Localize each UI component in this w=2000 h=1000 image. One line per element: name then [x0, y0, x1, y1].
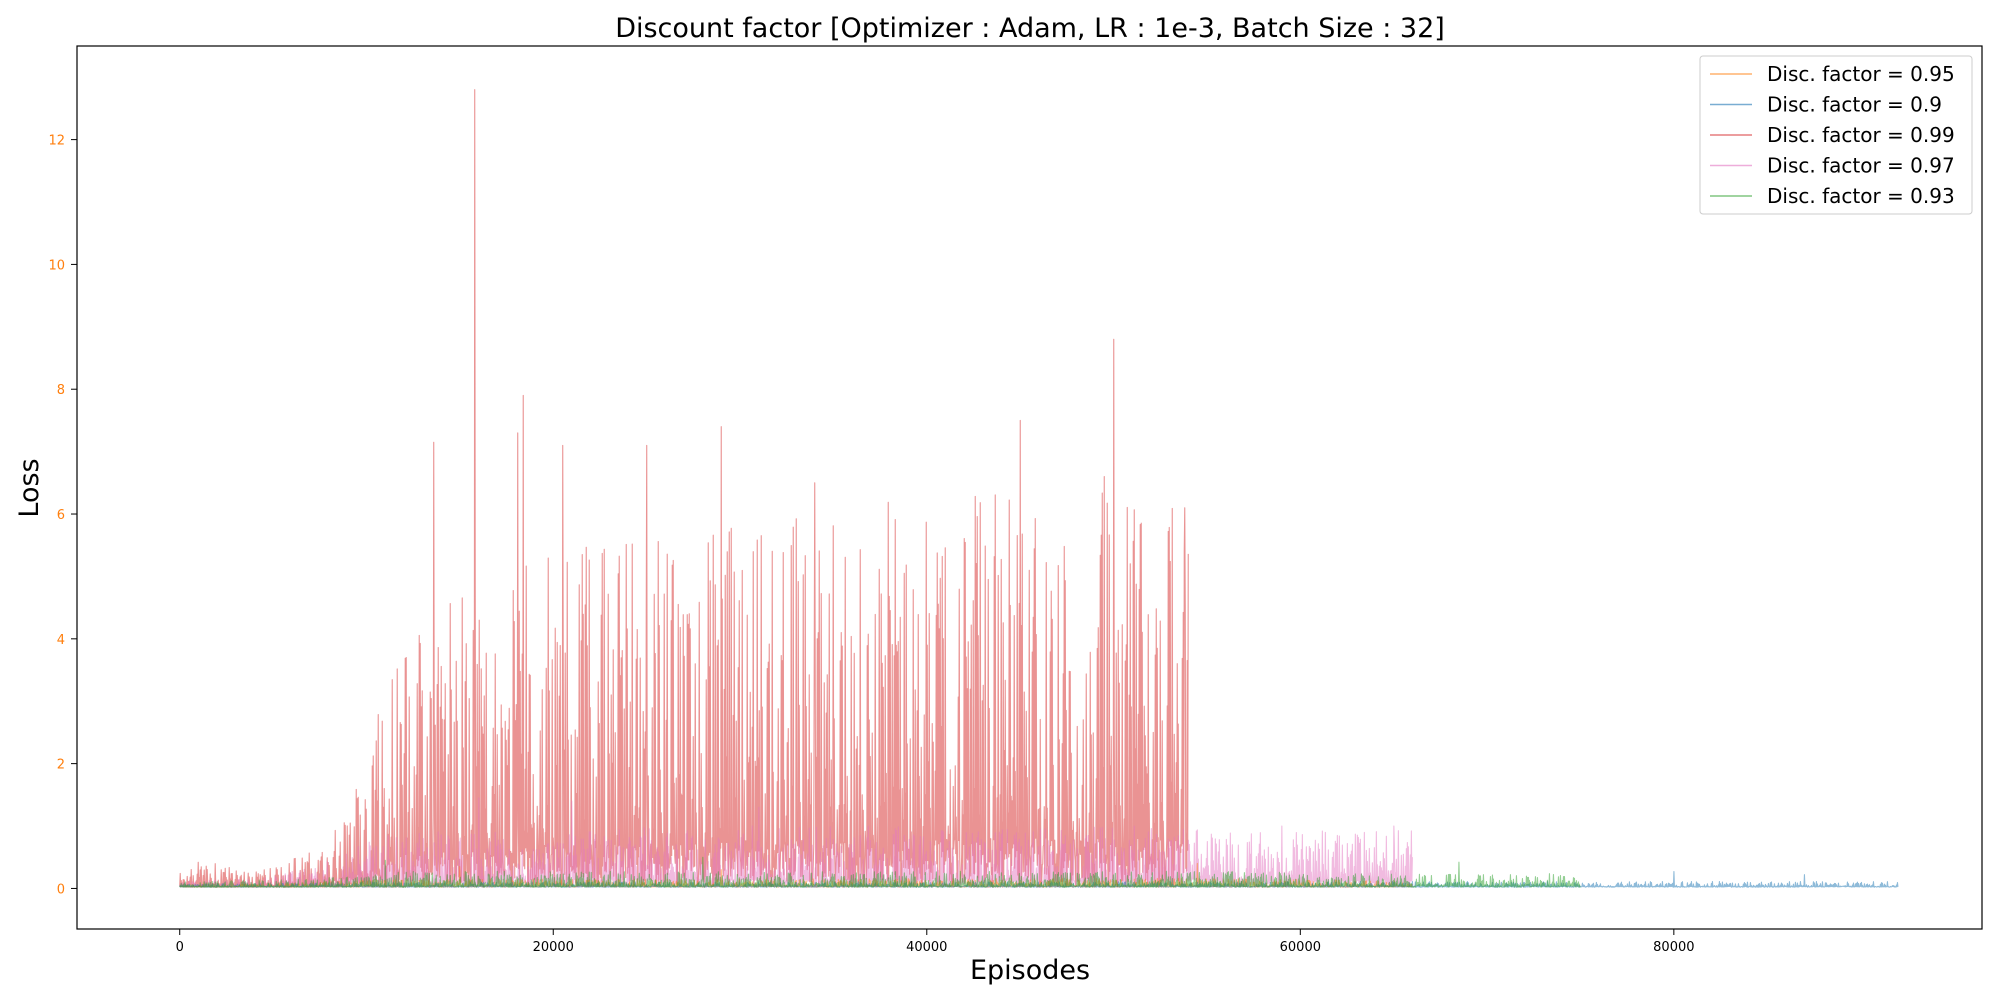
- chart-title: Discount factor [Optimizer : Adam, LR : …: [615, 13, 1445, 44]
- legend: Disc. factor = 0.95 Disc. factor = 0.9 Dis…: [1699, 55, 1973, 215]
- y-tick-label: 0: [57, 882, 65, 897]
- series-layer: [179, 89, 1899, 888]
- y-tick-label: 8: [57, 383, 65, 398]
- x-tick-label: 40000: [906, 940, 947, 955]
- y-tick-label: 10: [48, 258, 65, 273]
- y-axis-label: Loss: [14, 458, 45, 517]
- x-tick-label: 80000: [1653, 940, 1694, 955]
- legend-label: Disc. factor = 0.99: [1767, 123, 1955, 147]
- y-tick-label: 4: [57, 633, 65, 648]
- x-tick-label: 20000: [533, 940, 574, 955]
- series-line: [179, 856, 1581, 888]
- y-tick-label: 6: [57, 508, 65, 523]
- x-tick-label: 60000: [1280, 940, 1321, 955]
- plot-frame: [76, 45, 1983, 930]
- legend-label: Disc. factor = 0.93: [1767, 184, 1955, 208]
- legend-label: Disc. factor = 0.9: [1767, 93, 1942, 117]
- x-axis: 0 20000 40000 60000 80000: [176, 929, 1695, 955]
- y-axis: 0 2 4 6 8 10 12: [48, 134, 77, 897]
- x-axis-label: Episodes: [970, 955, 1090, 986]
- legend-label: Disc. factor = 0.97: [1767, 154, 1955, 178]
- legend-label: Disc. factor = 0.95: [1767, 62, 1955, 86]
- legend-box: [1699, 55, 1973, 215]
- x-tick-label: 0: [176, 940, 184, 955]
- y-tick-label: 2: [57, 758, 65, 773]
- y-tick-label: 12: [48, 134, 65, 149]
